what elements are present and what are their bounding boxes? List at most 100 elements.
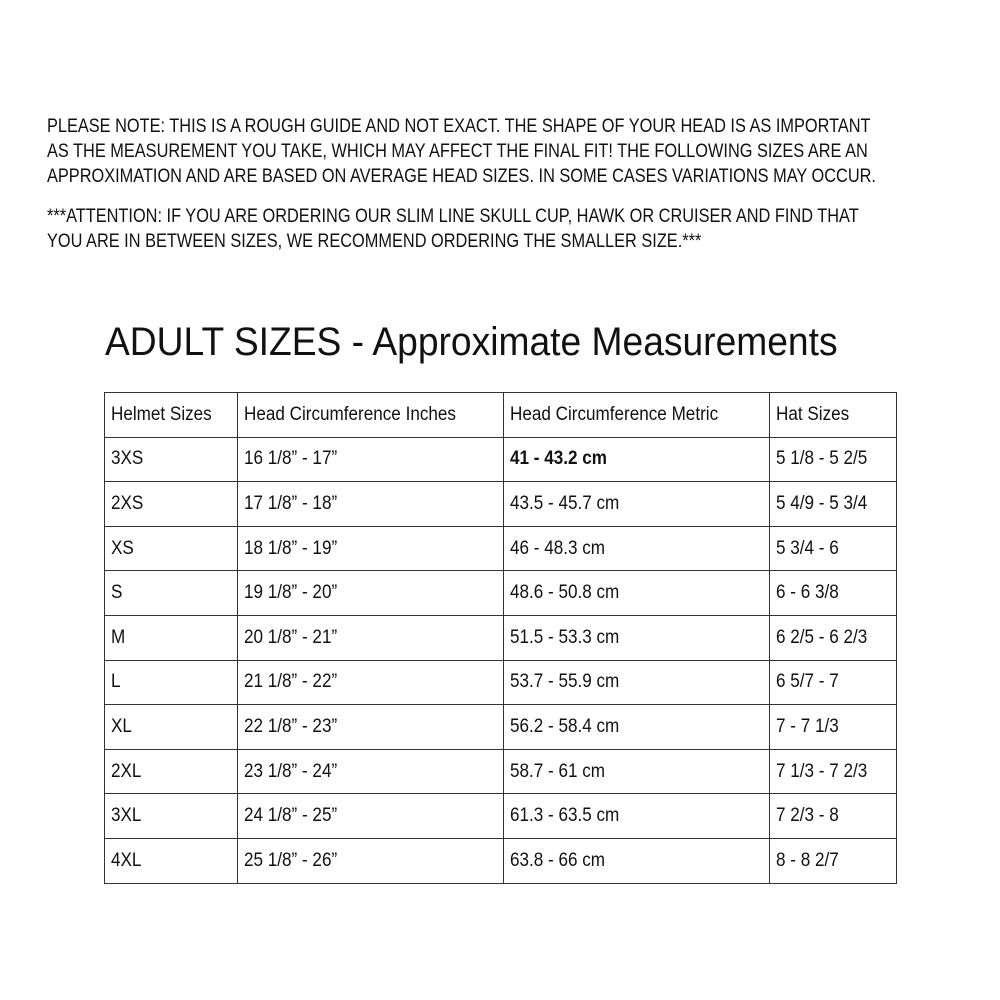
disclaimer-line: AS THE MEASUREMENT YOU TAKE, WHICH MAY A… (47, 141, 868, 162)
helmet-size-text: XL (111, 715, 132, 737)
hat-size-cell: 6 2/5 - 6 2/3 (769, 614, 897, 661)
size-table: Helmet Sizes Head Circumference Inches Hea… (104, 392, 897, 884)
metric-text: 53.7 - 55.9 cm (510, 671, 620, 693)
hat-size-cell: 6 5/7 - 7 (769, 659, 897, 706)
header-inches-cell: Head Circumference Inches (237, 392, 504, 438)
metric-cell: 48.6 - 50.8 cm (503, 570, 770, 616)
helmet-size-cell: M (104, 614, 238, 661)
metric-cell: 58.7 - 61 cm (503, 748, 770, 795)
table-row: 4XL 25 1/8” - 26” 63.8 - 66 cm 8 - 8 2/7 (104, 837, 897, 884)
attention-note: ***ATTENTION: IF YOU ARE ORDERING OUR SL… (47, 204, 859, 254)
hat-size-text: 8 - 8 2/7 (776, 849, 839, 871)
hat-size-cell: 5 3/4 - 6 (769, 525, 897, 572)
inches-cell: 20 1/8” - 21” (237, 614, 504, 661)
page-title: ADULT SIZES - Approximate Measurements (105, 320, 838, 364)
inches-text: 24 1/8” - 25” (244, 805, 338, 827)
header-inches-text: Head Circumference Inches (244, 403, 456, 425)
hat-size-cell: 7 - 7 1/3 (769, 704, 897, 750)
hat-size-cell: 7 1/3 - 7 2/3 (769, 748, 897, 795)
header-helmet-size-text: Helmet Sizes (111, 403, 212, 425)
helmet-size-cell: 3XL (104, 793, 238, 839)
inches-cell: 16 1/8” - 17” (237, 436, 504, 483)
inches-text: 16 1/8” - 17” (244, 448, 338, 470)
inches-text: 25 1/8” - 26” (244, 849, 338, 871)
hat-size-text: 5 4/9 - 5 3/4 (776, 492, 868, 514)
helmet-size-text: M (111, 626, 126, 648)
hat-size-cell: 5 4/9 - 5 3/4 (769, 481, 897, 527)
helmet-size-text: 2XL (111, 760, 142, 782)
table-row: S 19 1/8” - 20” 48.6 - 50.8 cm 6 - 6 3/8 (104, 570, 897, 616)
hat-size-cell: 7 2/3 - 8 (769, 793, 897, 839)
hat-size-text: 7 2/3 - 8 (776, 805, 839, 827)
hat-size-text: 6 - 6 3/8 (776, 582, 839, 604)
metric-text: 51.5 - 53.3 cm (510, 626, 620, 648)
helmet-size-cell: 2XL (104, 748, 238, 795)
metric-text: 46 - 48.3 cm (510, 537, 606, 559)
helmet-size-text: 2XS (111, 492, 144, 514)
inches-cell: 17 1/8” - 18” (237, 481, 504, 527)
disclaimer-line: PLEASE NOTE: THIS IS A ROUGH GUIDE AND N… (47, 116, 871, 137)
table-row: 2XL 23 1/8” - 24” 58.7 - 61 cm 7 1/3 - 7 2/… (104, 748, 897, 795)
header-metric-cell: Head Circumference Metric (503, 392, 770, 438)
hat-size-text: 6 5/7 - 7 (776, 671, 839, 693)
helmet-size-text: S (111, 582, 123, 604)
helmet-size-cell: XS (104, 525, 238, 572)
metric-cell: 43.5 - 45.7 cm (503, 481, 770, 527)
helmet-size-text: L (111, 671, 121, 693)
metric-cell: 41 - 43.2 cm (503, 436, 770, 483)
metric-text: 48.6 - 50.8 cm (510, 582, 620, 604)
helmet-size-cell: S (104, 570, 238, 616)
fit-disclaimer: PLEASE NOTE: THIS IS A ROUGH GUIDE AND N… (47, 114, 876, 189)
helmet-size-cell: 4XL (104, 837, 238, 884)
hat-size-text: 7 1/3 - 7 2/3 (776, 760, 868, 782)
inches-text: 22 1/8” - 23” (244, 715, 338, 737)
metric-text: 43.5 - 45.7 cm (510, 492, 620, 514)
inches-cell: 18 1/8” - 19” (237, 525, 504, 572)
header-hat-size-text: Hat Sizes (776, 403, 850, 425)
helmet-size-cell: L (104, 659, 238, 706)
metric-cell: 61.3 - 63.5 cm (503, 793, 770, 839)
metric-text: 63.8 - 66 cm (510, 849, 606, 871)
metric-cell: 56.2 - 58.4 cm (503, 704, 770, 750)
header-hat-size-cell: Hat Sizes (769, 392, 897, 438)
inches-text: 17 1/8” - 18” (244, 492, 338, 514)
helmet-size-text: 3XL (111, 805, 142, 827)
attention-line: ***ATTENTION: IF YOU ARE ORDERING OUR SL… (47, 206, 859, 227)
inches-text: 20 1/8” - 21” (244, 626, 338, 648)
metric-text: 58.7 - 61 cm (510, 760, 606, 782)
table-row: 2XS 17 1/8” - 18” 43.5 - 45.7 cm 5 4/9 - 5 … (104, 481, 897, 527)
table-row: 3XS 16 1/8” - 17” 41 - 43.2 cm 5 1/8 - 5 2/… (104, 436, 897, 483)
inches-cell: 25 1/8” - 26” (237, 837, 504, 884)
table-row: XS 18 1/8” - 19” 46 - 48.3 cm 5 3/4 - 6 (104, 525, 897, 572)
table-row: 3XL 24 1/8” - 25” 61.3 - 63.5 cm 7 2/3 - 8 (104, 793, 897, 839)
inches-text: 21 1/8” - 22” (244, 671, 338, 693)
table-header-row: Helmet Sizes Head Circumference Inches Hea… (104, 392, 897, 438)
metric-cell: 51.5 - 53.3 cm (503, 614, 770, 661)
helmet-size-cell: XL (104, 704, 238, 750)
inches-text: 23 1/8” - 24” (244, 760, 338, 782)
hat-size-text: 5 3/4 - 6 (776, 537, 839, 559)
helmet-size-cell: 2XS (104, 481, 238, 527)
inches-cell: 23 1/8” - 24” (237, 748, 504, 795)
inches-cell: 24 1/8” - 25” (237, 793, 504, 839)
table-row: XL 22 1/8” - 23” 56.2 - 58.4 cm 7 - 7 1/3 (104, 704, 897, 750)
header-metric-text: Head Circumference Metric (510, 403, 719, 425)
hat-size-text: 6 2/5 - 6 2/3 (776, 626, 868, 648)
helmet-size-text: XS (111, 537, 134, 559)
metric-text: 61.3 - 63.5 cm (510, 805, 620, 827)
disclaimer-line: APPROXIMATION AND ARE BASED ON AVERAGE H… (47, 166, 876, 187)
hat-size-text: 7 - 7 1/3 (776, 715, 839, 737)
hat-size-cell: 8 - 8 2/7 (769, 837, 897, 884)
metric-cell: 63.8 - 66 cm (503, 837, 770, 884)
helmet-size-text: 3XS (111, 448, 144, 470)
table-row: L 21 1/8” - 22” 53.7 - 55.9 cm 6 5/7 - 7 (104, 659, 897, 706)
attention-line: YOU ARE IN BETWEEN SIZES, WE RECOMMEND O… (47, 231, 702, 252)
table-row: M 20 1/8” - 21” 51.5 - 53.3 cm 6 2/5 - 6 2/… (104, 614, 897, 661)
hat-size-text: 5 1/8 - 5 2/5 (776, 448, 868, 470)
metric-text: 56.2 - 58.4 cm (510, 715, 620, 737)
metric-cell: 53.7 - 55.9 cm (503, 659, 770, 706)
hat-size-cell: 5 1/8 - 5 2/5 (769, 436, 897, 483)
inches-text: 18 1/8” - 19” (244, 537, 338, 559)
metric-cell: 46 - 48.3 cm (503, 525, 770, 572)
inches-text: 19 1/8” - 20” (244, 582, 338, 604)
